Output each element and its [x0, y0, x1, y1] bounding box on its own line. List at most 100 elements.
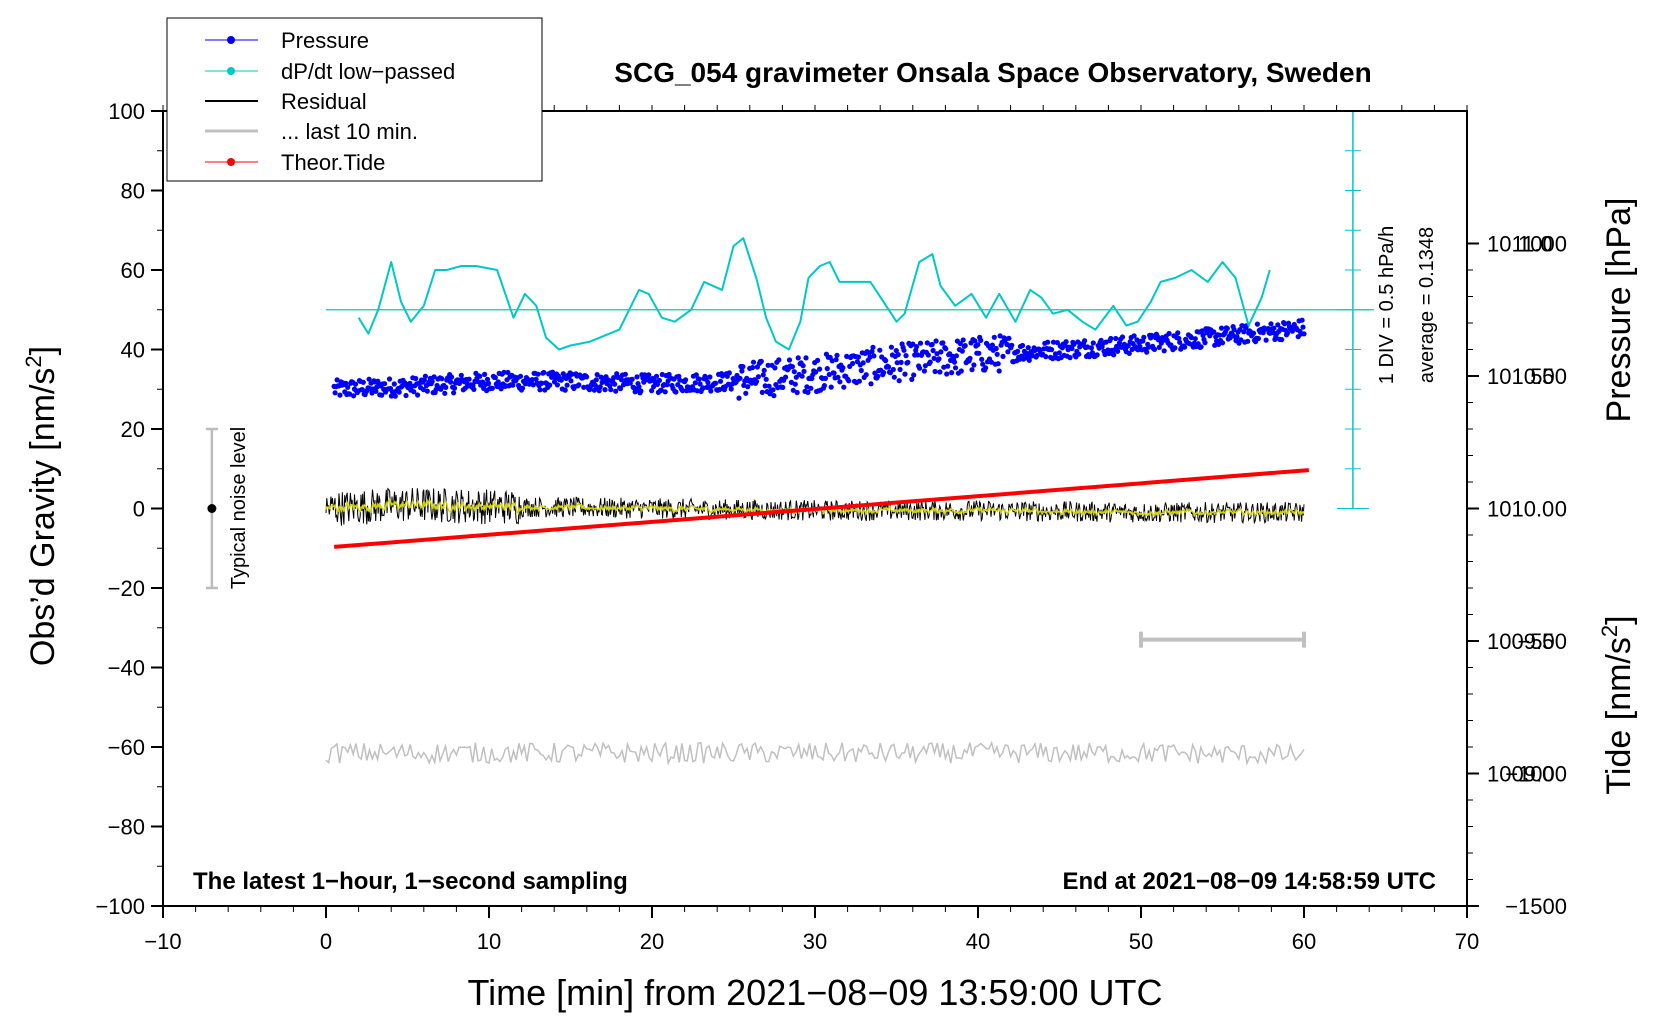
pressure-point	[940, 340, 946, 346]
pressure-point	[957, 341, 963, 347]
pressure-point	[800, 363, 806, 369]
y-tick-label: 80	[121, 179, 145, 204]
pressure-point	[755, 374, 762, 380]
pressure-point	[713, 380, 719, 386]
y-tick-label: −20	[108, 576, 145, 601]
pressure-point	[790, 387, 796, 393]
pressure-point	[391, 381, 397, 387]
pressure-point	[856, 378, 863, 384]
pressure-point	[1192, 336, 1198, 342]
pressure-point	[902, 371, 908, 377]
pressure-point	[1271, 325, 1277, 331]
pressure-point	[885, 364, 892, 370]
pressure-point	[1054, 340, 1060, 346]
pressure-point	[1219, 340, 1226, 346]
pressure-point	[477, 373, 483, 379]
pressure-point	[608, 387, 614, 393]
pressure-point	[1029, 353, 1035, 359]
pressure-point	[1156, 344, 1162, 350]
x-tick-label: 40	[966, 929, 990, 954]
pressure-point	[1224, 325, 1230, 332]
y-tick-label: −100	[95, 894, 145, 919]
pressure-point	[971, 362, 977, 368]
pressure-point	[745, 384, 751, 390]
pressure-point	[883, 358, 889, 364]
pressure-point	[937, 369, 943, 375]
pressure-series	[331, 317, 1307, 401]
pressure-point	[821, 383, 828, 389]
x-tick-label: 10	[477, 929, 501, 954]
x-tick-label: 70	[1455, 929, 1479, 954]
pressure-point	[860, 360, 866, 366]
pressure-point	[537, 387, 543, 393]
pressure-point	[932, 368, 938, 375]
pressure-point	[750, 364, 756, 371]
y-axis-label: Obs’d Gravity [nm/s2]	[21, 346, 62, 666]
pressure-point	[786, 357, 793, 363]
pressure-point	[415, 392, 421, 398]
pressure-point	[870, 344, 876, 350]
pressure-point	[451, 385, 458, 391]
pressure-point	[1200, 332, 1206, 338]
pressure-point	[792, 381, 798, 387]
pressure-point	[941, 364, 947, 370]
pressure-point	[1268, 321, 1274, 327]
chart-title: SCG_054 gravimeter Onsala Space Observat…	[614, 57, 1371, 88]
pressure-point	[629, 376, 635, 382]
pressure-point	[925, 352, 931, 358]
pressure-point	[1076, 351, 1082, 357]
pressure-point	[791, 369, 797, 375]
pressure-point	[392, 393, 398, 399]
pressure-point	[835, 374, 841, 380]
tide-tick-label: −1000	[1505, 762, 1567, 787]
pressure-point	[554, 382, 561, 388]
pressure-point	[863, 372, 869, 378]
pressure-point	[466, 376, 472, 382]
pressure-point	[789, 364, 796, 370]
pressure-point	[345, 384, 351, 390]
pressure-point	[696, 376, 702, 382]
pressure-point	[833, 357, 839, 363]
pressure-point	[717, 378, 724, 384]
pressure-point	[953, 353, 960, 359]
legend-label-pressure: Pressure	[281, 28, 369, 53]
pressure-point	[1254, 321, 1260, 327]
pressure-point	[1049, 347, 1055, 353]
pressure-point	[422, 373, 428, 379]
pressure-point	[969, 367, 975, 373]
x-axis-label: Time [min] from 2021−08−09 13:59:00 UTC	[467, 972, 1162, 1013]
pressure-point	[929, 341, 935, 348]
pressure-point	[834, 352, 840, 358]
pressure-point	[569, 371, 575, 377]
pressure-point	[413, 375, 419, 382]
pressure-point	[890, 366, 896, 373]
pressure-point	[736, 395, 742, 401]
noise-bar-center	[207, 504, 217, 513]
pressure-point	[656, 377, 663, 384]
pressure-point	[875, 373, 881, 379]
pressure-point	[591, 387, 597, 393]
pressure-point	[379, 392, 385, 398]
pressure-point	[475, 379, 481, 385]
pressure-point	[1006, 335, 1012, 341]
pressure-point	[1126, 350, 1132, 356]
pressure-point	[959, 348, 965, 354]
pressure-point	[951, 359, 958, 365]
pressure-point	[1019, 342, 1026, 349]
pressure-point	[498, 386, 504, 392]
legend-marker-dpdt	[227, 67, 235, 75]
pressure-point	[997, 333, 1003, 339]
pressure-point	[765, 362, 771, 368]
pressure-point	[759, 389, 765, 395]
pressure-point	[700, 385, 706, 391]
legend-label-dpdt: dP/dt low−passed	[281, 59, 455, 84]
pressure-point	[931, 355, 937, 361]
y-tick-label: 20	[121, 417, 145, 442]
pressure-point	[1255, 335, 1261, 342]
pressure-point	[1000, 353, 1006, 359]
pressure-tick-label: 1009.0	[1487, 762, 1554, 787]
pressure-point	[945, 363, 951, 369]
pressure-point	[894, 360, 900, 366]
pressure-point	[1015, 348, 1021, 354]
axes: −10 0 10 20 30 40 50 60 70−100−80−60−40−20020406…	[95, 99, 1567, 954]
